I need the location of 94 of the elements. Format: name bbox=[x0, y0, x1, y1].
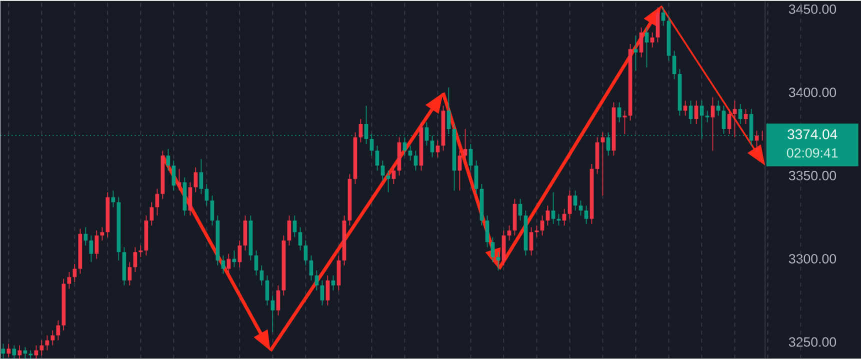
candlestick bbox=[468, 144, 473, 171]
candlestick bbox=[204, 183, 209, 206]
candlestick bbox=[326, 274, 330, 306]
candlestick bbox=[578, 200, 583, 216]
candlestick bbox=[6, 343, 11, 358]
candlestick bbox=[380, 160, 385, 181]
candlestick bbox=[23, 346, 28, 359]
candlestick bbox=[309, 255, 314, 281]
candlestick bbox=[458, 150, 462, 191]
candlestick bbox=[150, 202, 154, 226]
candlestick bbox=[738, 104, 742, 124]
candlestick bbox=[287, 215, 292, 246]
candlestick bbox=[133, 246, 138, 272]
candlestick bbox=[1, 343, 6, 359]
candlestick bbox=[754, 130, 759, 153]
candlestick bbox=[617, 102, 622, 123]
candlestick bbox=[128, 262, 132, 286]
candlestick bbox=[331, 274, 336, 291]
candlestick bbox=[12, 344, 16, 359]
text: 02:09:41 bbox=[786, 148, 838, 158]
candlestick bbox=[546, 205, 550, 226]
candlestick bbox=[210, 195, 214, 226]
candlestick bbox=[694, 100, 698, 124]
candlestick bbox=[72, 263, 77, 282]
candlestick bbox=[722, 105, 726, 134]
candlestick bbox=[414, 150, 418, 171]
candlestick bbox=[188, 182, 192, 216]
candlestick bbox=[634, 35, 638, 72]
candlestick bbox=[600, 132, 605, 196]
candlestick bbox=[94, 230, 99, 260]
candlestick bbox=[292, 215, 297, 238]
y-tick-label: 3300.00 bbox=[788, 254, 836, 264]
candlestick bbox=[644, 27, 649, 68]
candlestick bbox=[177, 168, 182, 191]
candlestick bbox=[496, 252, 500, 271]
candlestick bbox=[100, 226, 104, 241]
candlestick bbox=[40, 340, 44, 356]
candlestick bbox=[298, 226, 302, 251]
candlestick bbox=[551, 192, 556, 224]
candlestick bbox=[683, 100, 688, 116]
candlestick bbox=[111, 190, 116, 208]
candlestick bbox=[490, 236, 495, 262]
candlestick bbox=[688, 100, 693, 124]
candlestick bbox=[507, 225, 512, 241]
candlestick bbox=[238, 240, 242, 268]
candlestick bbox=[474, 160, 478, 194]
y-tick-label: 3250.00 bbox=[788, 337, 836, 347]
candlestick bbox=[56, 320, 60, 341]
candlestick bbox=[639, 27, 644, 58]
candlestick bbox=[408, 145, 412, 161]
candlestick bbox=[568, 190, 572, 220]
candlestick bbox=[622, 110, 627, 134]
candlestick bbox=[199, 158, 204, 194]
candlestick bbox=[45, 334, 50, 351]
candlestick bbox=[265, 274, 270, 306]
candlestick bbox=[540, 215, 544, 236]
candlestick bbox=[276, 284, 280, 316]
candlestick bbox=[518, 198, 522, 221]
candlestick bbox=[710, 96, 715, 151]
candlestick bbox=[375, 145, 380, 171]
candlestick bbox=[386, 170, 390, 193]
candlestick bbox=[650, 32, 654, 48]
candlestick bbox=[221, 255, 226, 274]
candlestick bbox=[436, 140, 440, 158]
candlestick bbox=[320, 280, 324, 306]
candlestick bbox=[358, 118, 363, 143]
candlestick bbox=[270, 294, 275, 332]
candlestick bbox=[661, 7, 666, 26]
candlestick bbox=[89, 235, 94, 262]
candlestick bbox=[172, 160, 176, 191]
candlestick bbox=[744, 108, 748, 124]
candlestick bbox=[485, 215, 490, 248]
candlestick bbox=[50, 330, 55, 346]
candlestick bbox=[260, 265, 264, 286]
candlestick bbox=[34, 344, 38, 359]
y-tick-label: 3350.00 bbox=[788, 170, 836, 180]
candlestick bbox=[254, 250, 258, 276]
candlestick bbox=[18, 344, 22, 359]
candlestick bbox=[716, 100, 720, 116]
y-tick-label: 3400.00 bbox=[788, 88, 836, 98]
candlestick bbox=[573, 190, 578, 211]
candlestick bbox=[226, 253, 231, 274]
candlestick bbox=[529, 226, 534, 256]
candlestick bbox=[584, 205, 588, 224]
candlestick bbox=[727, 108, 732, 134]
candlestick bbox=[304, 240, 308, 266]
candlestick bbox=[732, 100, 737, 138]
ref-line-label: 3374.04 bbox=[788, 129, 838, 140]
candlestick bbox=[166, 148, 170, 171]
candlestick bbox=[705, 110, 710, 123]
candlestick bbox=[392, 165, 396, 184]
y-tick-label: 3450.00 bbox=[788, 4, 836, 14]
candlestick bbox=[314, 270, 319, 291]
candlestick bbox=[67, 272, 72, 290]
